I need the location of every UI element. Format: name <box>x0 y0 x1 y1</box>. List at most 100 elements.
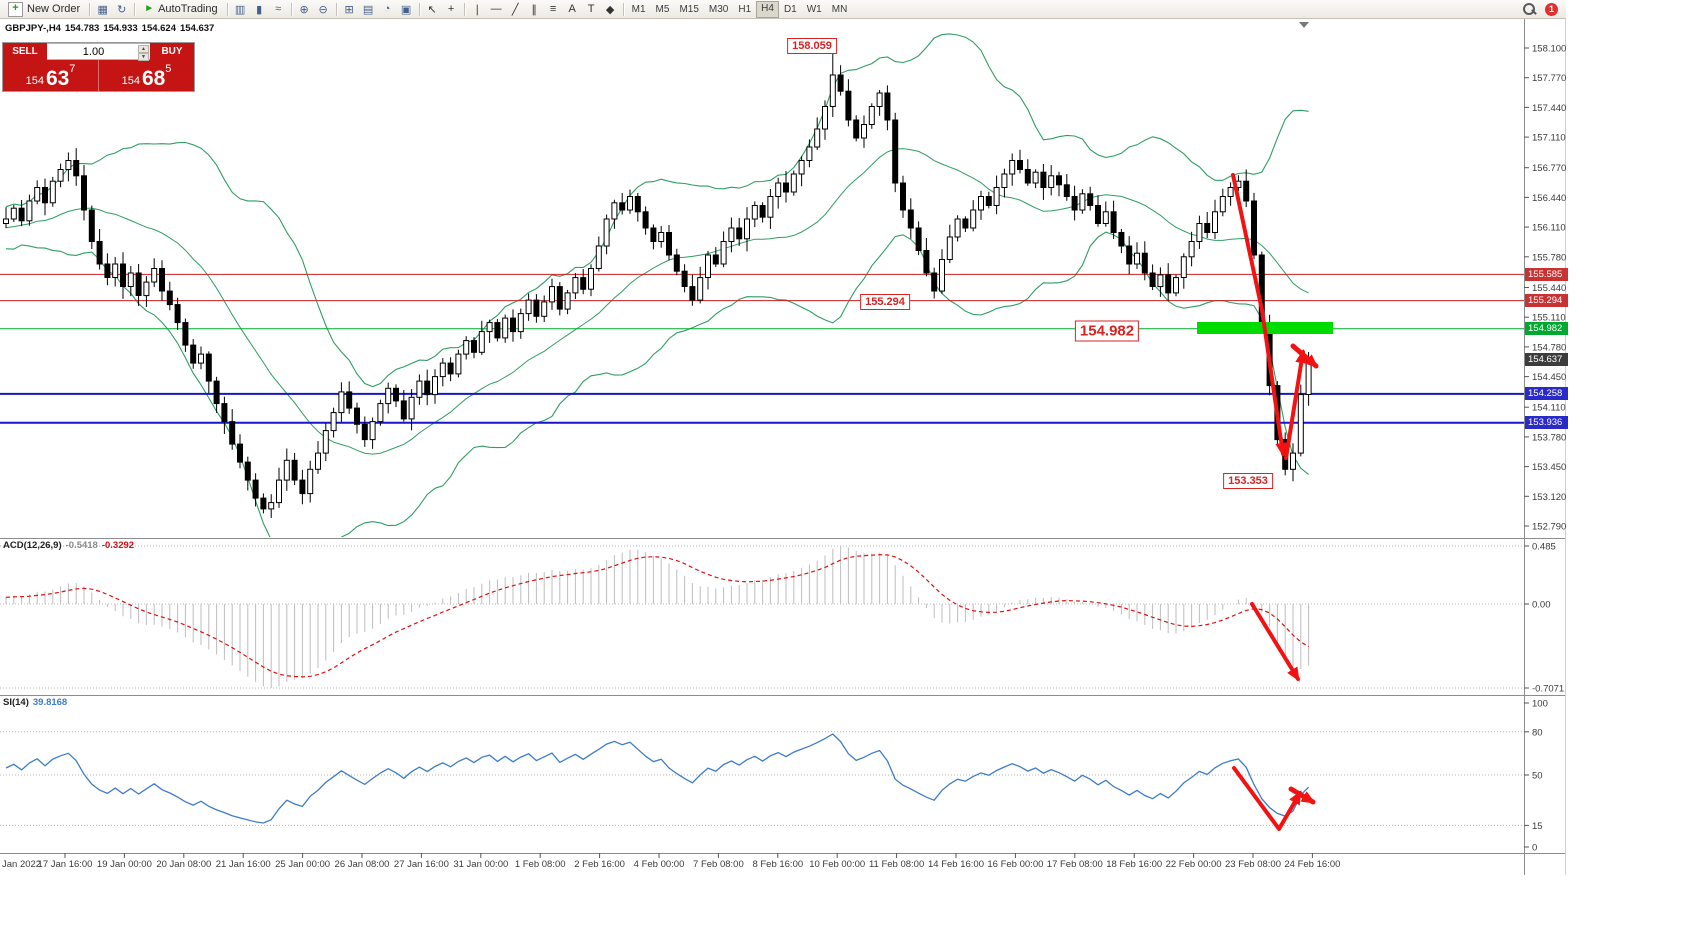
svg-text:14 Feb 16:00: 14 Feb 16:00 <box>928 859 984 870</box>
chart-window-icon[interactable]: ▦ <box>97 3 108 16</box>
zoom-out-icon[interactable]: ⊖ <box>318 3 328 16</box>
svg-text:80: 80 <box>1532 727 1543 738</box>
svg-text:0.485: 0.485 <box>1532 542 1556 553</box>
scale-badge-155.294: 155.294 <box>1525 294 1568 308</box>
volume-decrease-button[interactable]: ▼ <box>138 53 149 61</box>
svg-text:22 Feb 00:00: 22 Feb 00:00 <box>1166 859 1222 870</box>
line-chart-icon[interactable]: ≈ <box>275 3 282 15</box>
close-value: 154.637 <box>180 23 215 34</box>
notification-badge[interactable]: 1 <box>1545 2 1558 16</box>
red-arrow-6[interactable] <box>1288 786 1316 805</box>
price-flag-155.294[interactable]: 155.294 <box>860 294 910 310</box>
red-arrow-4[interactable] <box>1250 602 1300 682</box>
timeframe-h1[interactable]: H1 <box>738 3 752 15</box>
sell-price-button[interactable]: 154 63 7 <box>3 60 98 91</box>
cursor-icon[interactable]: ↖ <box>427 3 437 16</box>
new-chart-icon[interactable]: ▤ <box>362 3 374 16</box>
svg-text:153.450: 153.450 <box>1532 462 1566 473</box>
svg-text:Jan 2022: Jan 2022 <box>2 859 41 870</box>
timeframe-d1[interactable]: D1 <box>783 3 797 15</box>
period-icon[interactable]: ◔ <box>383 3 391 15</box>
template-icon[interactable]: ▣ <box>400 3 412 16</box>
svg-text:154.110: 154.110 <box>1532 403 1566 414</box>
channel-icon[interactable]: ∥ <box>531 3 537 16</box>
text-icon[interactable]: A <box>568 3 576 15</box>
rsi-value: 39.8168 <box>32 697 68 708</box>
vertical-line-icon[interactable]: ∣ <box>474 3 480 16</box>
buy-button[interactable]: BUY <box>150 43 194 60</box>
svg-text:1 Feb 08:00: 1 Feb 08:00 <box>515 859 566 870</box>
bollinger-upper-band <box>5 33 1309 388</box>
horizontal-line-icon[interactable]: — <box>490 3 502 15</box>
trendline-icon[interactable]: ╱ <box>511 3 519 16</box>
timeframe-m30[interactable]: M30 <box>708 3 729 15</box>
zoom-in-icon[interactable]: ⊕ <box>299 3 309 16</box>
crosshair-icon[interactable]: + <box>447 3 455 15</box>
svg-text:156.440: 156.440 <box>1532 193 1566 204</box>
macd-pane <box>0 545 1524 689</box>
sell-button[interactable]: SELL <box>3 43 47 60</box>
open-value: 154.783 <box>64 23 100 34</box>
tile-windows-icon[interactable]: ⊞ <box>344 3 354 16</box>
timeframe-buttons: M1 M5 M15 M30 H1 H4 D1 W1 MN <box>627 0 853 18</box>
new-order-label: New Order <box>27 3 81 15</box>
chart-shift-marker <box>1299 22 1309 28</box>
scale-badge-154.637: 154.637 <box>1525 353 1568 367</box>
fibonacci-icon[interactable]: ≡ <box>549 3 557 15</box>
svg-text:17 Feb 08:00: 17 Feb 08:00 <box>1047 859 1103 870</box>
red-arrow-3[interactable] <box>1290 343 1319 369</box>
buy-price-big: 68 <box>141 67 166 90</box>
price-flag-154.982[interactable]: 154.982 <box>1074 320 1140 342</box>
volume-increase-button[interactable]: ▲ <box>138 45 149 53</box>
scale-badge-154.982: 154.982 <box>1525 322 1568 336</box>
refresh-icon[interactable]: ↻ <box>117 3 127 16</box>
candlesticks <box>3 51 1312 518</box>
sell-price-sup: 7 <box>69 63 76 75</box>
timeframe-mn[interactable]: MN <box>831 3 848 15</box>
candlestick-icon[interactable]: ▮ <box>256 3 263 16</box>
buy-price-button[interactable]: 154 68 5 <box>98 60 194 91</box>
macd-histogram <box>5 546 1310 688</box>
bar-chart-icon[interactable]: ▥ <box>234 3 246 16</box>
search-icon[interactable] <box>1522 2 1537 17</box>
svg-text:50: 50 <box>1532 771 1543 782</box>
scale-badge-155.585: 155.585 <box>1525 267 1568 281</box>
red-arrow-2[interactable] <box>1284 349 1308 460</box>
svg-text:24 Feb 16:00: 24 Feb 16:00 <box>1284 859 1340 870</box>
svg-text:-0.7071: -0.7071 <box>1532 684 1564 695</box>
shapes-icon[interactable]: ◆ <box>605 3 615 16</box>
toolbar: + New Order ▦ ↻ ► AutoTrading ▥ ▮ ≈ ⊕ ⊖ ⊞ ▤ ◔ ▣ ↖ +… <box>0 0 1566 19</box>
timeframe-m15[interactable]: M15 <box>679 3 699 15</box>
svg-text:157.770: 157.770 <box>1532 73 1566 84</box>
text-label-icon[interactable]: T <box>587 3 595 15</box>
price-flag-153.353[interactable]: 153.353 <box>1223 473 1273 489</box>
buy-price-sup: 5 <box>165 63 172 75</box>
red-arrow-1[interactable] <box>1231 173 1288 457</box>
svg-text:23 Feb 08:00: 23 Feb 08:00 <box>1225 859 1281 870</box>
new-order-button[interactable]: + New Order <box>2 1 86 18</box>
svg-text:154.450: 154.450 <box>1532 372 1566 383</box>
timeframe-w1[interactable]: W1 <box>806 3 822 15</box>
volume-input[interactable] <box>47 44 150 59</box>
scale-badge-154.258: 154.258 <box>1525 387 1568 401</box>
timeframe-m1[interactable]: M1 <box>631 3 646 15</box>
price-flag-158.059[interactable]: 158.059 <box>787 38 837 54</box>
timeframe-m5[interactable]: M5 <box>655 3 670 15</box>
volume-field: ▲ ▼ <box>47 43 150 61</box>
svg-text:26 Jan 08:00: 26 Jan 08:00 <box>335 859 390 870</box>
symbol-name: GBPJPY-,H4 <box>5 23 61 34</box>
bollinger-middle-band <box>5 148 1309 455</box>
toolbar-separator <box>463 2 465 16</box>
timeframe-h4[interactable]: H4 <box>756 0 779 18</box>
svg-text:18 Feb 16:00: 18 Feb 16:00 <box>1106 859 1162 870</box>
volume-spinner: ▲ ▼ <box>138 45 149 61</box>
svg-text:158.100: 158.100 <box>1532 44 1566 55</box>
red-arrow-5[interactable] <box>1232 766 1302 831</box>
svg-text:155.110: 155.110 <box>1532 313 1566 324</box>
svg-text:16 Feb 00:00: 16 Feb 00:00 <box>987 859 1043 870</box>
svg-text:100: 100 <box>1532 699 1548 710</box>
red-arrow-annotations[interactable] <box>1231 173 1319 831</box>
autotrading-button[interactable]: ► AutoTrading <box>138 1 223 18</box>
